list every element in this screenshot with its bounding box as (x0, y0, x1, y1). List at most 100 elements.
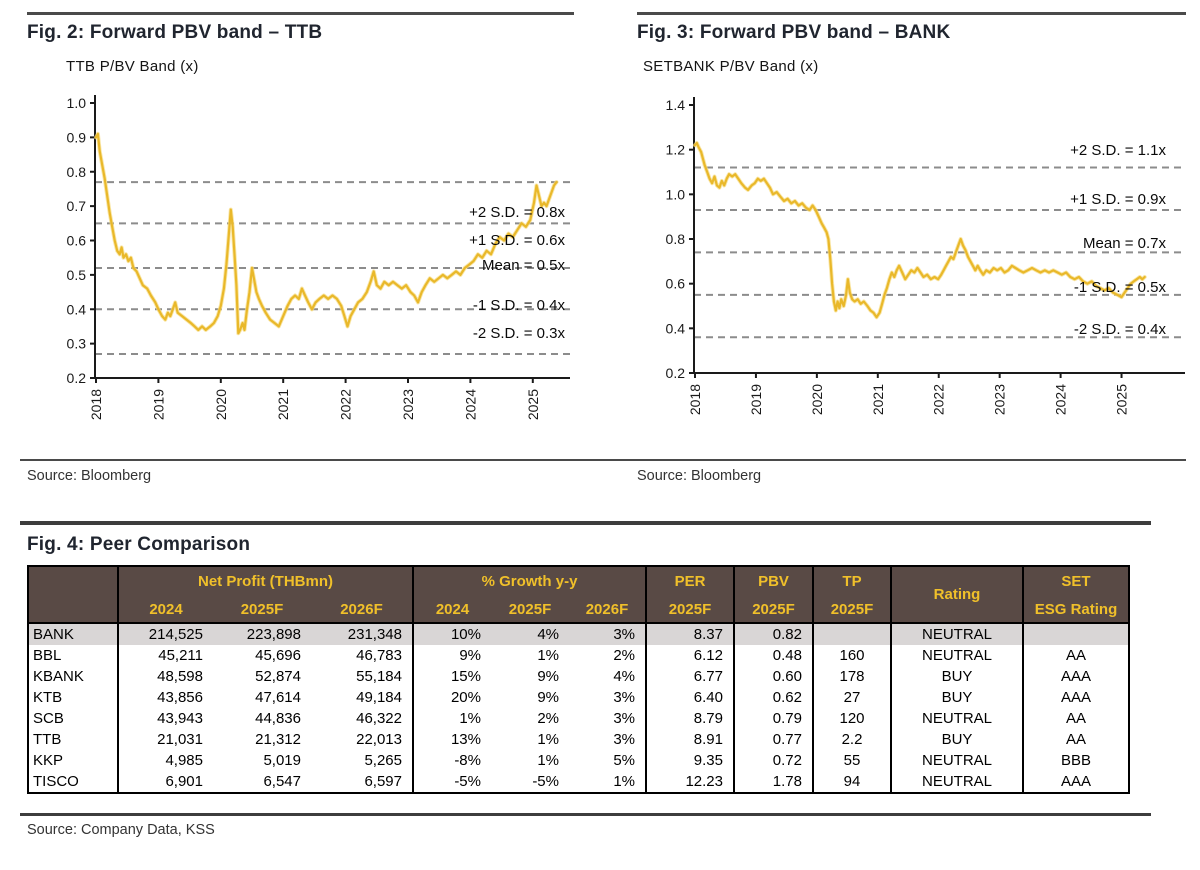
cell-tp-2025f: 27 (812, 687, 891, 708)
svg-text:0.8: 0.8 (67, 164, 87, 180)
cell-esg-rating: AAA (1022, 771, 1129, 793)
cell-np-2025f: 44,836 (255, 709, 301, 727)
svg-text:+1 S.D. = 0.9x: +1 S.D. = 0.9x (1070, 191, 1166, 208)
fig2-top-rule (27, 12, 574, 15)
col-header-np-2024: 2024 (117, 597, 213, 624)
cell-tp-2025f: 178 (812, 666, 891, 687)
cell-np-2026f: 46,783 (356, 646, 402, 664)
fig4-bottom-rule (20, 813, 1151, 816)
col-header-ticker (28, 566, 118, 624)
cell-g-2024: -8% (412, 750, 491, 771)
cell-per-2025f: 12.23 (645, 771, 734, 793)
svg-text:+1 S.D. = 0.6x: +1 S.D. = 0.6x (469, 232, 565, 249)
cell-g-2025f: 1% (537, 751, 559, 769)
cell-np-2024: 45,211 (117, 645, 213, 666)
cell-rating: NEUTRAL (890, 750, 1023, 771)
svg-text:0.6: 0.6 (666, 276, 686, 292)
cell-rating: NEUTRAL (890, 771, 1023, 793)
cell-np-2025f: 6,547 (263, 772, 301, 790)
cell-g-2024: 10% (412, 623, 491, 645)
col-header-rating: Rating (890, 566, 1023, 624)
cell-esg-rating: BBB (1022, 750, 1129, 771)
cell-np-2025f: 223,898 (213, 623, 311, 645)
cell-esg-rating: AA (1022, 708, 1129, 729)
cell-np-2025f: 5,019 (263, 751, 301, 769)
svg-text:2024: 2024 (462, 389, 478, 420)
cell-per-2025f: 8.37 (645, 623, 734, 645)
cell-np-2026f: 49,184 (356, 688, 402, 706)
table-row: SCB 43,943 44,836 46,322 1% 2% 3% 8.79 0.79 120 NE… (28, 708, 1129, 729)
cell-g-2025f: 9% (537, 667, 559, 685)
cell-np-2025f: 47,614 (255, 688, 301, 706)
ticker-cell: BBL (33, 646, 62, 664)
col-header-set: SET (1022, 566, 1129, 597)
cell-g-2026f: 3% (613, 688, 635, 706)
ticker-cell: KBANK (33, 667, 84, 685)
svg-text:1.4: 1.4 (666, 97, 686, 113)
ticker-cell: BANK (28, 623, 118, 645)
cell-np-2024: 48,598 (117, 666, 213, 687)
cell-np-2026f: 22,013 (356, 730, 402, 748)
cell-g-2026f: 3% (569, 623, 646, 645)
svg-text:0.5: 0.5 (67, 267, 87, 283)
ticker-cell: KKP (33, 751, 64, 769)
cell-np-2024: 214,525 (117, 623, 213, 645)
svg-text:0.2: 0.2 (666, 365, 686, 381)
svg-text:0.2: 0.2 (67, 370, 87, 386)
col-header-pbv-2025f: 2025F (733, 597, 813, 624)
table-row: TTB 21,031 21,312 22,013 13% 1% 3% 8.91 0.77 2.2 B… (28, 729, 1129, 750)
peer-comparison-table: Net Profit (THBmn) % Growth y-y PER PBV … (27, 565, 1130, 794)
cell-np-2026f: 5,265 (364, 751, 402, 769)
svg-text:0.3: 0.3 (67, 336, 87, 352)
svg-text:0.6: 0.6 (67, 233, 87, 249)
cell-esg-rating: AA (1022, 729, 1129, 750)
svg-text:-1 S.D. = 0.5x: -1 S.D. = 0.5x (1074, 279, 1167, 296)
fig4-source: Source: Company Data, KSS (27, 822, 215, 838)
cell-pbv-2025f: 0.77 (733, 729, 813, 750)
cell-np-2024: 6,901 (117, 771, 213, 793)
cell-pbv-2025f: 0.62 (733, 687, 813, 708)
cell-np-2024: 43,856 (117, 687, 213, 708)
cell-g-2026f: 1% (613, 772, 635, 790)
cell-np-2026f: 46,322 (356, 709, 402, 727)
cell-np-2024: 21,031 (117, 729, 213, 750)
svg-text:0.8: 0.8 (666, 231, 686, 247)
cell-np-2025f: 45,696 (255, 646, 301, 664)
cell-rating: NEUTRAL (890, 623, 1023, 645)
cell-g-2024: 15% (412, 666, 491, 687)
col-header-np-2025f: 2025F (213, 597, 311, 624)
cell-g-2026f: 3% (613, 709, 635, 727)
col-header-g-2024: 2024 (412, 597, 491, 624)
cell-pbv-2025f: 0.60 (733, 666, 813, 687)
svg-text:2018: 2018 (88, 389, 104, 420)
fig2-source: Source: Bloomberg (27, 468, 152, 484)
cell-g-2025f: 2% (537, 709, 559, 727)
fig2-axis-title: TTB P/BV Band (x) (66, 58, 199, 75)
fig4-title: Fig. 4: Peer Comparison (27, 534, 251, 555)
cell-np-2026f: 6,597 (364, 772, 402, 790)
svg-text:2024: 2024 (1053, 384, 1069, 415)
col-header-tp: TP (812, 566, 891, 597)
svg-text:2019: 2019 (748, 384, 764, 415)
cell-g-2024: -5% (412, 771, 491, 793)
svg-text:-2 S.D. = 0.3x: -2 S.D. = 0.3x (473, 325, 566, 342)
cell-esg-rating: AAA (1022, 666, 1129, 687)
cell-g-2025f: 1% (537, 730, 559, 748)
svg-text:Mean = 0.5x: Mean = 0.5x (482, 257, 565, 274)
fig3-title: Fig. 3: Forward PBV band – BANK (637, 22, 951, 43)
cell-tp-2025f: 55 (812, 750, 891, 771)
cell-per-2025f: 9.35 (645, 750, 734, 771)
col-header-np-2026f: 2026F (311, 597, 413, 624)
cell-g-2024: 13% (412, 729, 491, 750)
sources-rule (20, 459, 1186, 461)
svg-text:2022: 2022 (931, 384, 947, 415)
svg-text:2025: 2025 (525, 389, 541, 420)
col-header-net-profit: Net Profit (THBmn) (117, 566, 413, 597)
svg-text:2019: 2019 (150, 389, 166, 420)
col-header-tp-2025f: 2025F (812, 597, 891, 624)
svg-text:1.0: 1.0 (67, 95, 87, 111)
header-row-groups: Net Profit (THBmn) % Growth y-y PER PBV … (28, 566, 1129, 624)
cell-rating: BUY (890, 687, 1023, 708)
